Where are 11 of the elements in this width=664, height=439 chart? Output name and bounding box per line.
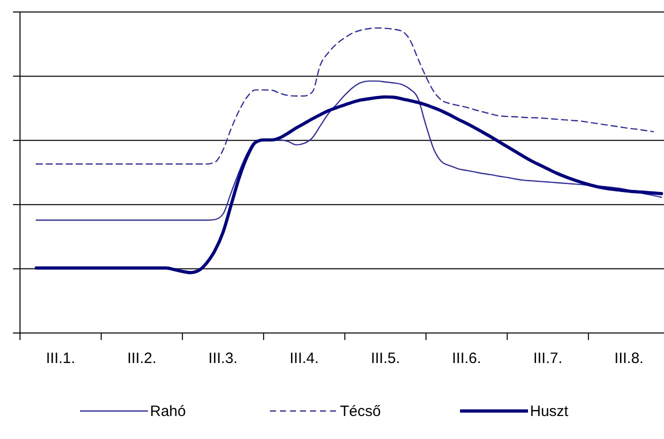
x-tick-label: III.2. bbox=[127, 350, 156, 367]
legend-label: Rahó bbox=[150, 403, 186, 420]
x-tick-label: III.3. bbox=[208, 350, 238, 367]
x-tick-label: III.5. bbox=[370, 350, 400, 367]
x-tick-label: III.8. bbox=[614, 350, 644, 367]
x-tick-label: III.1. bbox=[46, 350, 76, 367]
x-tick-label: III.4. bbox=[290, 350, 319, 367]
x-tick-label: III.7. bbox=[533, 350, 562, 367]
legend-label: Técső bbox=[340, 403, 381, 420]
x-tick-label: III.6. bbox=[452, 350, 482, 367]
legend-label: Huszt bbox=[530, 403, 570, 420]
